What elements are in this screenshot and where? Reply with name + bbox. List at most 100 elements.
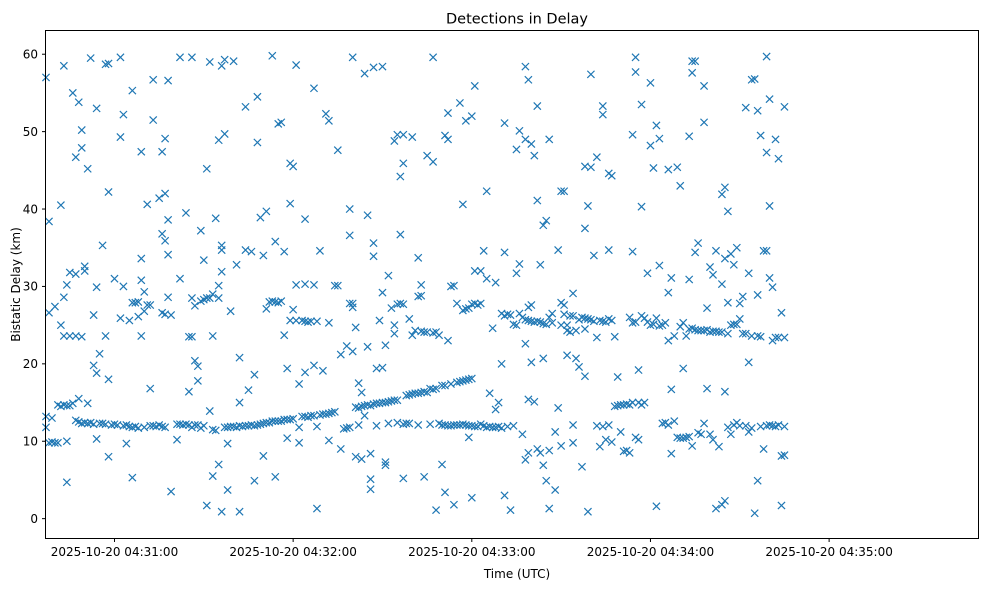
data-point bbox=[515, 309, 524, 318]
x-axis-ticks: 2025-10-20 04:31:00 2025-10-20 04:32:00 20… bbox=[51, 538, 893, 559]
data-point bbox=[199, 256, 208, 265]
data-point bbox=[732, 243, 741, 252]
data-point bbox=[241, 246, 250, 255]
data-point bbox=[530, 397, 539, 406]
data-point bbox=[455, 420, 464, 430]
data-point bbox=[652, 502, 661, 511]
data-point bbox=[390, 136, 399, 145]
data-point bbox=[664, 420, 673, 430]
data-point bbox=[396, 230, 405, 239]
data-point bbox=[753, 476, 762, 485]
y-axis-label: Bistatic Delay (km) bbox=[9, 227, 23, 342]
data-point bbox=[378, 363, 387, 372]
data-point bbox=[324, 318, 333, 327]
data-point bbox=[679, 364, 688, 373]
data-point bbox=[717, 190, 726, 199]
data-point bbox=[220, 129, 229, 138]
data-point bbox=[667, 449, 676, 458]
data-point bbox=[190, 301, 199, 310]
data-point bbox=[304, 318, 313, 327]
data-point bbox=[580, 324, 589, 334]
data-point bbox=[500, 491, 509, 500]
data-point bbox=[223, 439, 232, 448]
data-point bbox=[455, 377, 464, 386]
data-point bbox=[366, 475, 375, 484]
data-points bbox=[41, 51, 789, 518]
data-point bbox=[613, 372, 622, 382]
data-point bbox=[631, 68, 640, 77]
data-point bbox=[744, 269, 753, 278]
data-point bbox=[92, 434, 101, 443]
data-point bbox=[44, 217, 54, 226]
data-point bbox=[357, 388, 366, 397]
data-point bbox=[59, 331, 68, 340]
data-point bbox=[664, 165, 673, 174]
data-point bbox=[765, 273, 774, 282]
data-point bbox=[780, 451, 789, 460]
data-point bbox=[682, 433, 691, 442]
data-point bbox=[720, 496, 729, 505]
data-point bbox=[324, 436, 333, 445]
data-point bbox=[756, 131, 765, 140]
data-point bbox=[137, 254, 146, 263]
data-point bbox=[542, 216, 551, 225]
data-point bbox=[259, 251, 268, 260]
data-point bbox=[714, 442, 723, 451]
data-point bbox=[723, 329, 732, 338]
data-point bbox=[759, 246, 768, 255]
y-tick-label: 30 bbox=[23, 280, 38, 294]
data-point bbox=[705, 263, 715, 272]
data-point bbox=[777, 501, 786, 510]
data-point bbox=[59, 293, 68, 302]
data-point bbox=[53, 438, 62, 447]
data-point bbox=[289, 162, 298, 171]
data-point bbox=[729, 260, 738, 269]
data-point bbox=[62, 437, 71, 446]
data-point bbox=[679, 434, 688, 443]
data-point bbox=[470, 81, 479, 90]
data-point bbox=[56, 321, 65, 330]
x-tick-label: 2025-10-20 04:32:00 bbox=[229, 545, 356, 559]
data-point bbox=[777, 308, 786, 317]
data-point bbox=[271, 237, 280, 246]
data-point bbox=[95, 349, 104, 358]
data-point bbox=[566, 311, 575, 320]
data-point bbox=[723, 298, 732, 307]
data-point bbox=[164, 76, 173, 85]
data-point bbox=[74, 394, 83, 403]
data-point bbox=[461, 116, 470, 125]
data-point bbox=[312, 504, 321, 513]
data-point bbox=[164, 293, 173, 302]
data-point bbox=[765, 201, 774, 210]
data-point bbox=[539, 221, 548, 230]
data-point bbox=[571, 354, 581, 363]
data-point bbox=[560, 300, 569, 310]
data-point bbox=[89, 311, 98, 320]
data-point bbox=[458, 420, 467, 429]
data-point bbox=[655, 261, 664, 270]
data-point bbox=[193, 376, 202, 385]
data-point bbox=[280, 331, 289, 340]
data-point bbox=[569, 289, 578, 298]
data-point bbox=[741, 329, 750, 338]
data-point bbox=[589, 251, 598, 260]
data-point bbox=[658, 419, 667, 428]
data-point bbox=[595, 442, 604, 451]
data-point bbox=[628, 398, 637, 407]
data-point bbox=[521, 315, 530, 324]
data-point bbox=[190, 356, 199, 365]
data-point bbox=[62, 478, 71, 487]
data-point bbox=[414, 253, 423, 262]
data-point bbox=[417, 280, 426, 289]
data-point bbox=[679, 318, 688, 327]
data-point bbox=[167, 487, 176, 496]
data-point bbox=[694, 239, 703, 248]
data-point bbox=[256, 213, 265, 222]
data-point bbox=[586, 70, 595, 79]
data-point bbox=[732, 320, 741, 329]
data-point bbox=[747, 331, 756, 340]
data-point bbox=[443, 135, 453, 144]
data-point bbox=[363, 211, 372, 220]
data-point bbox=[77, 143, 86, 152]
data-point bbox=[235, 507, 244, 516]
